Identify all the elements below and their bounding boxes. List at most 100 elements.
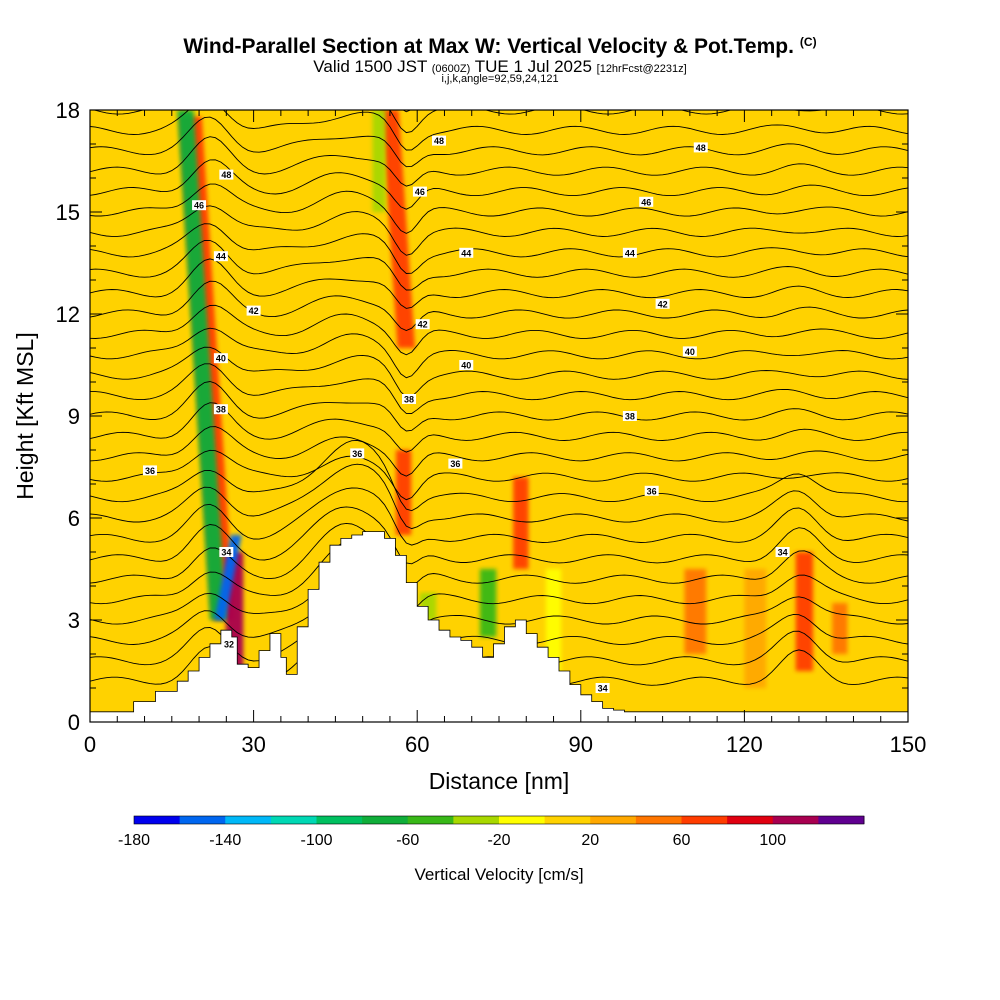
- isentrope-label: 36: [450, 459, 460, 469]
- colorbar-tick-label: -180: [118, 832, 150, 849]
- downdraft-streak: [214, 535, 242, 620]
- y-tick-label: 9: [68, 404, 80, 429]
- isentrope-line: [90, 487, 908, 546]
- colorbar-swatch: [590, 816, 637, 824]
- isentrope-label-bg: [213, 251, 228, 262]
- isentrope-label: 40: [461, 361, 471, 371]
- isentrope-labels: 48 48 48 46 46 46 44 44 44 42 42 42 40 40 40 38 38 38 36 36…: [142, 135, 790, 694]
- isentrope-label: 34: [221, 548, 231, 558]
- terrain-mask: [90, 531, 908, 722]
- isentrope-line: [90, 223, 908, 274]
- isentrope-label: 46: [415, 187, 425, 197]
- isentrope-line: [90, 304, 908, 356]
- y-tick-labels: 0 3 6 9 12 15 18: [56, 98, 80, 735]
- colorbar-swatch: [499, 816, 546, 824]
- isentrope-label: 32: [224, 639, 234, 649]
- isentrope-label-bg: [693, 142, 708, 153]
- colorbar-swatch: [362, 816, 409, 824]
- isentrope-line: [90, 561, 908, 634]
- y-tick-label: 6: [68, 506, 80, 531]
- y-tick-label: 18: [56, 98, 80, 123]
- isentrope-line: [90, 439, 908, 512]
- isentrope-label-bg: [415, 319, 430, 330]
- colorbar-swatch: [635, 816, 682, 824]
- colorbar-swatch: [225, 816, 272, 824]
- isentrope-label-bg: [432, 135, 447, 146]
- isentrope-label: 36: [352, 449, 362, 459]
- isentrope-line: [90, 327, 908, 379]
- isentrope-label: 38: [404, 395, 414, 405]
- isentrope-label: 48: [434, 136, 444, 146]
- isentrope-label: 42: [658, 299, 668, 309]
- isentrope-label: 38: [216, 405, 226, 415]
- plot-area: 48 48 48 46 46 46 44 44 44 42 42 42 40 40 40 38 38 38 36 36…: [90, 110, 908, 722]
- isentrope-label-bg: [192, 200, 207, 211]
- colorbar-swatch: [134, 816, 181, 824]
- copyright-mark: (C): [799, 35, 817, 49]
- valid-time-line: Valid 1500 JST (0600Z) TUE 1 Jul 2025 [1…: [0, 58, 1000, 75]
- isentrope-label-bg: [639, 196, 654, 207]
- y-axis-title: Height [Kft MSL]: [12, 332, 38, 499]
- colorbar-swatch: [772, 816, 819, 824]
- valid-date: TUE 1 Jul 2025: [474, 57, 592, 76]
- isentrope-label-bg: [219, 169, 234, 180]
- isentrope-label-bg: [213, 404, 228, 415]
- colorbar-frame: [133, 815, 865, 825]
- isentrope-label-bg: [775, 547, 790, 557]
- isentrope-label: 44: [461, 248, 471, 258]
- isentrope-line: [90, 258, 908, 309]
- colorbar-swatch: [453, 816, 500, 824]
- colorbar-tick-label: -60: [396, 832, 419, 849]
- isentrope-label: 46: [194, 201, 204, 211]
- updraft-streak: [744, 569, 767, 688]
- valid-zulu: (0600Z): [431, 63, 471, 75]
- valid-prefix: Valid 1500 JST: [313, 57, 428, 76]
- colorbar-tick-label: -20: [487, 832, 510, 849]
- colorbar-swatch: [407, 816, 454, 824]
- colorbar-swatch: [727, 816, 774, 824]
- isentrope-label: 42: [418, 320, 428, 330]
- isentrope-line: [90, 136, 908, 187]
- isentrope-label: 40: [685, 347, 695, 357]
- isentrope-label-bg: [222, 638, 237, 649]
- isentrope-label: 44: [216, 252, 226, 262]
- isentrope-label-bg: [595, 683, 610, 693]
- colorbar-swatch: [316, 816, 363, 824]
- colorbar-tick-label: 20: [581, 832, 599, 849]
- isentrope-label: 42: [249, 306, 259, 316]
- forecast-info: [12hrFcst@2231z]: [596, 63, 687, 75]
- updraft-streak: [795, 552, 814, 671]
- isentrope-line: [90, 540, 908, 612]
- isentrope-label-bg: [142, 465, 157, 476]
- isentrope-label-bg: [459, 360, 474, 370]
- colorbar-tick-label: -100: [300, 832, 332, 849]
- colorbar-tick-label: 60: [673, 832, 691, 849]
- isentrope-line: [90, 280, 908, 331]
- isentrope-line: [90, 506, 908, 565]
- isentrope-label-bg: [246, 305, 261, 316]
- isentrope-label-bg: [682, 346, 697, 357]
- colorbar-tick-label: -140: [209, 832, 241, 849]
- isentrope-label: 36: [647, 486, 657, 496]
- axis-ticks: [89, 109, 909, 723]
- isentrope-label-bg: [219, 547, 234, 557]
- isentrope-label-bg: [402, 394, 417, 404]
- isentrope-line: [90, 159, 908, 210]
- section-params: i,j,k,angle=92,59,24,121: [441, 73, 559, 85]
- isentrope-line: [90, 116, 908, 168]
- isentrope-line: [402, 110, 412, 113]
- isentrope-line: [90, 463, 908, 530]
- x-tick-label: 90: [569, 732, 593, 757]
- isentrope-label-bg: [412, 186, 427, 197]
- title-line: Wind-Parallel Section at Max W: Vertical…: [0, 36, 1000, 57]
- isentrope-label-bg: [622, 247, 637, 258]
- y-tick-label: 12: [56, 302, 80, 327]
- isentrope-line: [90, 426, 908, 477]
- updraft-streak: [395, 450, 412, 535]
- isentrope-line: [90, 205, 908, 256]
- isentrope-label: 36: [145, 466, 155, 476]
- colorbar: [133, 815, 865, 825]
- x-tick-label: 150: [890, 732, 927, 757]
- colorbar-swatch: [270, 816, 317, 824]
- colorbar-swatch: [818, 816, 865, 824]
